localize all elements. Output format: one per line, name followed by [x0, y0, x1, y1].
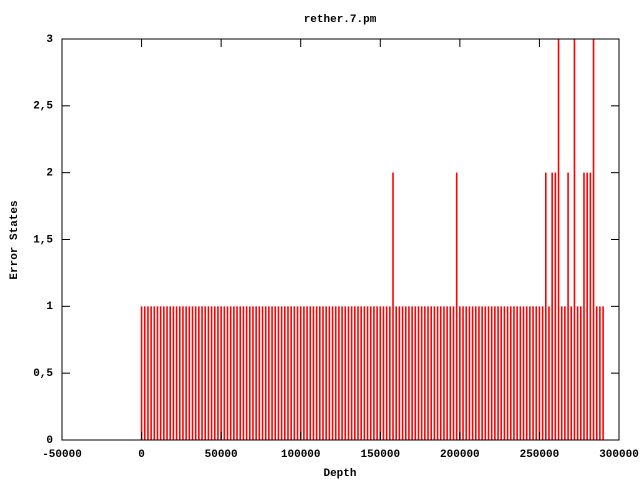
y-tick-label: 2	[46, 168, 53, 180]
x-tick-label: 50000	[205, 449, 238, 461]
plot-area	[140, 39, 604, 440]
x-tick-label: 200000	[440, 449, 480, 461]
y-axis-label: Error States	[9, 200, 21, 279]
y-tick-label: 1	[46, 301, 53, 313]
chart-title: rether.7.pm	[304, 14, 377, 26]
x-tick-label: 0	[138, 449, 145, 461]
y-tick-label: 3	[46, 34, 53, 46]
y-tick-label: 0	[46, 435, 53, 447]
y-tick-label: 1,5	[33, 234, 53, 246]
x-tick-label: 150000	[360, 449, 400, 461]
x-tick-label: 100000	[281, 449, 321, 461]
y-tick-label: 2,5	[33, 101, 53, 113]
x-tick-label: 300000	[599, 449, 639, 461]
x-tick-label: -50000	[42, 449, 82, 461]
x-axis-label: Depth	[323, 468, 356, 480]
y-tick-label: 0,5	[33, 368, 53, 380]
x-tick-label: 250000	[520, 449, 560, 461]
